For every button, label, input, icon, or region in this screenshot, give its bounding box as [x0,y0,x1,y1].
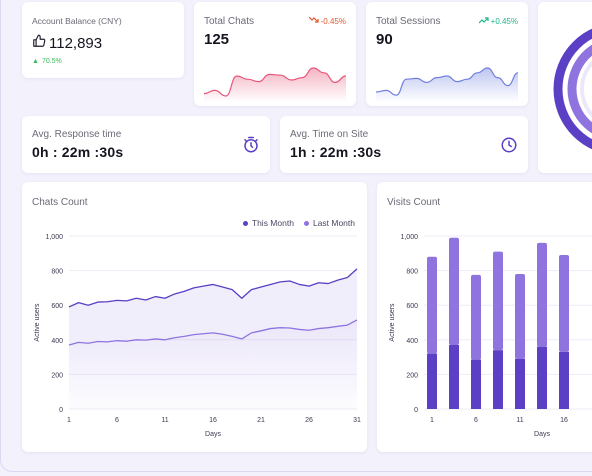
progress-ring [553,28,592,150]
total-chats-delta-value: -0.45% [320,16,346,26]
y-tick-label: 600 [406,303,418,310]
avg-time-on-site-value: 1h : 22m :30s [290,144,382,160]
bar-segment-upper [493,251,503,351]
bar-segment-lower [493,350,503,409]
avg-time-on-site-title: Avg. Time on Site [290,129,369,140]
bar-segment-lower [559,351,569,409]
y-tick-label: 400 [406,338,418,345]
total-chats-title: Total Chats [204,16,255,27]
series-line-this-month [68,268,358,308]
x-tick-label: 11 [161,417,168,424]
account-balance-title: Account Balance (CNY) [32,16,122,26]
y-tick-label: 0 [59,407,63,414]
sparkline-line [375,67,519,96]
y-tick-label: 400 [51,338,63,345]
account-balance-row: 112,893 [32,34,102,53]
total-chats-delta: -0.45% [308,16,346,26]
x-tick-label: 1 [430,417,434,424]
visits-count-title: Visits Count [387,197,441,208]
avg-response-time-card: Avg. Response time 0h : 22m :30s [22,116,270,173]
bar-segment-upper [515,274,525,359]
total-chats-sparkline [203,67,347,102]
y-tick-label: 200 [406,372,418,379]
bar-segment-lower [515,358,525,409]
account-balance-card: Account Balance (CNY) 112,893 ▲ 70.5% [22,2,184,78]
avg-response-time-value: 0h : 22m :30s [32,144,124,160]
legend-this-month-label: This Month [251,218,294,228]
total-sessions-title: Total Sessions [376,16,441,27]
progress-ring-card [538,2,592,173]
y-tick-label: 1,000 [400,234,418,241]
arrow-up-icon: ▲ [32,58,39,65]
chats-count-card: Chats Count This Month Last Month 0 200 40… [22,182,367,452]
bar-segment-lower [537,346,547,409]
bar-segment-lower [449,344,459,409]
y-tick-label: 200 [51,372,63,379]
y-axis-label: Active users [389,303,396,342]
y-axis-label: Active users [34,303,41,342]
x-axis-label: Days [205,431,221,438]
total-sessions-delta: +0.45% [478,16,518,26]
sparkline-area [376,68,518,102]
x-tick-label: 16 [209,417,217,424]
y-tick-label: 800 [51,269,63,276]
total-chats-value: 125 [204,31,230,48]
y-tick-label: 0 [414,407,418,414]
legend-last-month-dot [303,220,309,226]
y-tick-label: 800 [406,269,418,276]
x-tick-label: 31 [353,417,361,424]
visits-count-card: Visits Count 0 200 400 600 800 1,000 Active us… [377,182,592,452]
trend-up-icon [478,16,489,26]
account-balance-value: 112,893 [49,35,103,52]
bar-segment-upper [537,242,547,347]
account-change: ▲ 70.5% [32,58,62,65]
bar-segment-upper [559,255,569,352]
total-sessions-card: Total Sessions 90 +0.45% [366,2,528,106]
x-axis-label: Days [534,431,550,438]
legend-this-month[interactable]: This Month [242,218,294,228]
legend-last-month[interactable]: Last Month [303,218,355,228]
bar-segment-upper [449,237,459,345]
x-tick-label: 21 [257,417,265,424]
sparkline-line [203,67,347,97]
series-line-last-month [68,319,358,346]
legend-last-month-label: Last Month [312,218,355,228]
total-chats-card: Total Chats 125 -0.45% [194,2,356,106]
avg-time-on-site-card: Avg. Time on Site 1h : 22m :30s [280,116,528,173]
thumbs-up-icon [32,34,46,53]
series-lower-area [69,319,357,409]
y-tick-label: 1,000 [45,234,63,241]
chats-count-legend: This Month Last Month [242,218,355,228]
legend-this-month-dot [242,220,248,226]
bar-segment-upper [471,274,481,360]
x-tick-label: 1 [67,417,71,424]
bar-segment-lower [427,353,437,409]
bar-segment-lower [471,359,481,409]
x-tick-label: 16 [560,417,568,424]
x-tick-label: 26 [305,417,313,424]
x-tick-label: 6 [474,417,478,424]
avg-response-time-title: Avg. Response time [32,129,122,140]
total-sessions-delta-value: +0.45% [490,16,518,26]
y-tick-label: 600 [51,303,63,310]
trend-down-icon [308,16,319,26]
bar-segment-upper [427,256,437,354]
x-tick-label: 6 [115,417,119,424]
account-change-value: 70.5% [41,58,62,65]
clock-icon [500,136,518,159]
x-tick-label: 11 [516,417,523,424]
total-sessions-sparkline [375,67,519,102]
series-band-area [69,268,357,345]
chats-count-title: Chats Count [32,197,88,208]
total-sessions-value: 90 [376,31,393,48]
stopwatch-icon [242,136,260,159]
